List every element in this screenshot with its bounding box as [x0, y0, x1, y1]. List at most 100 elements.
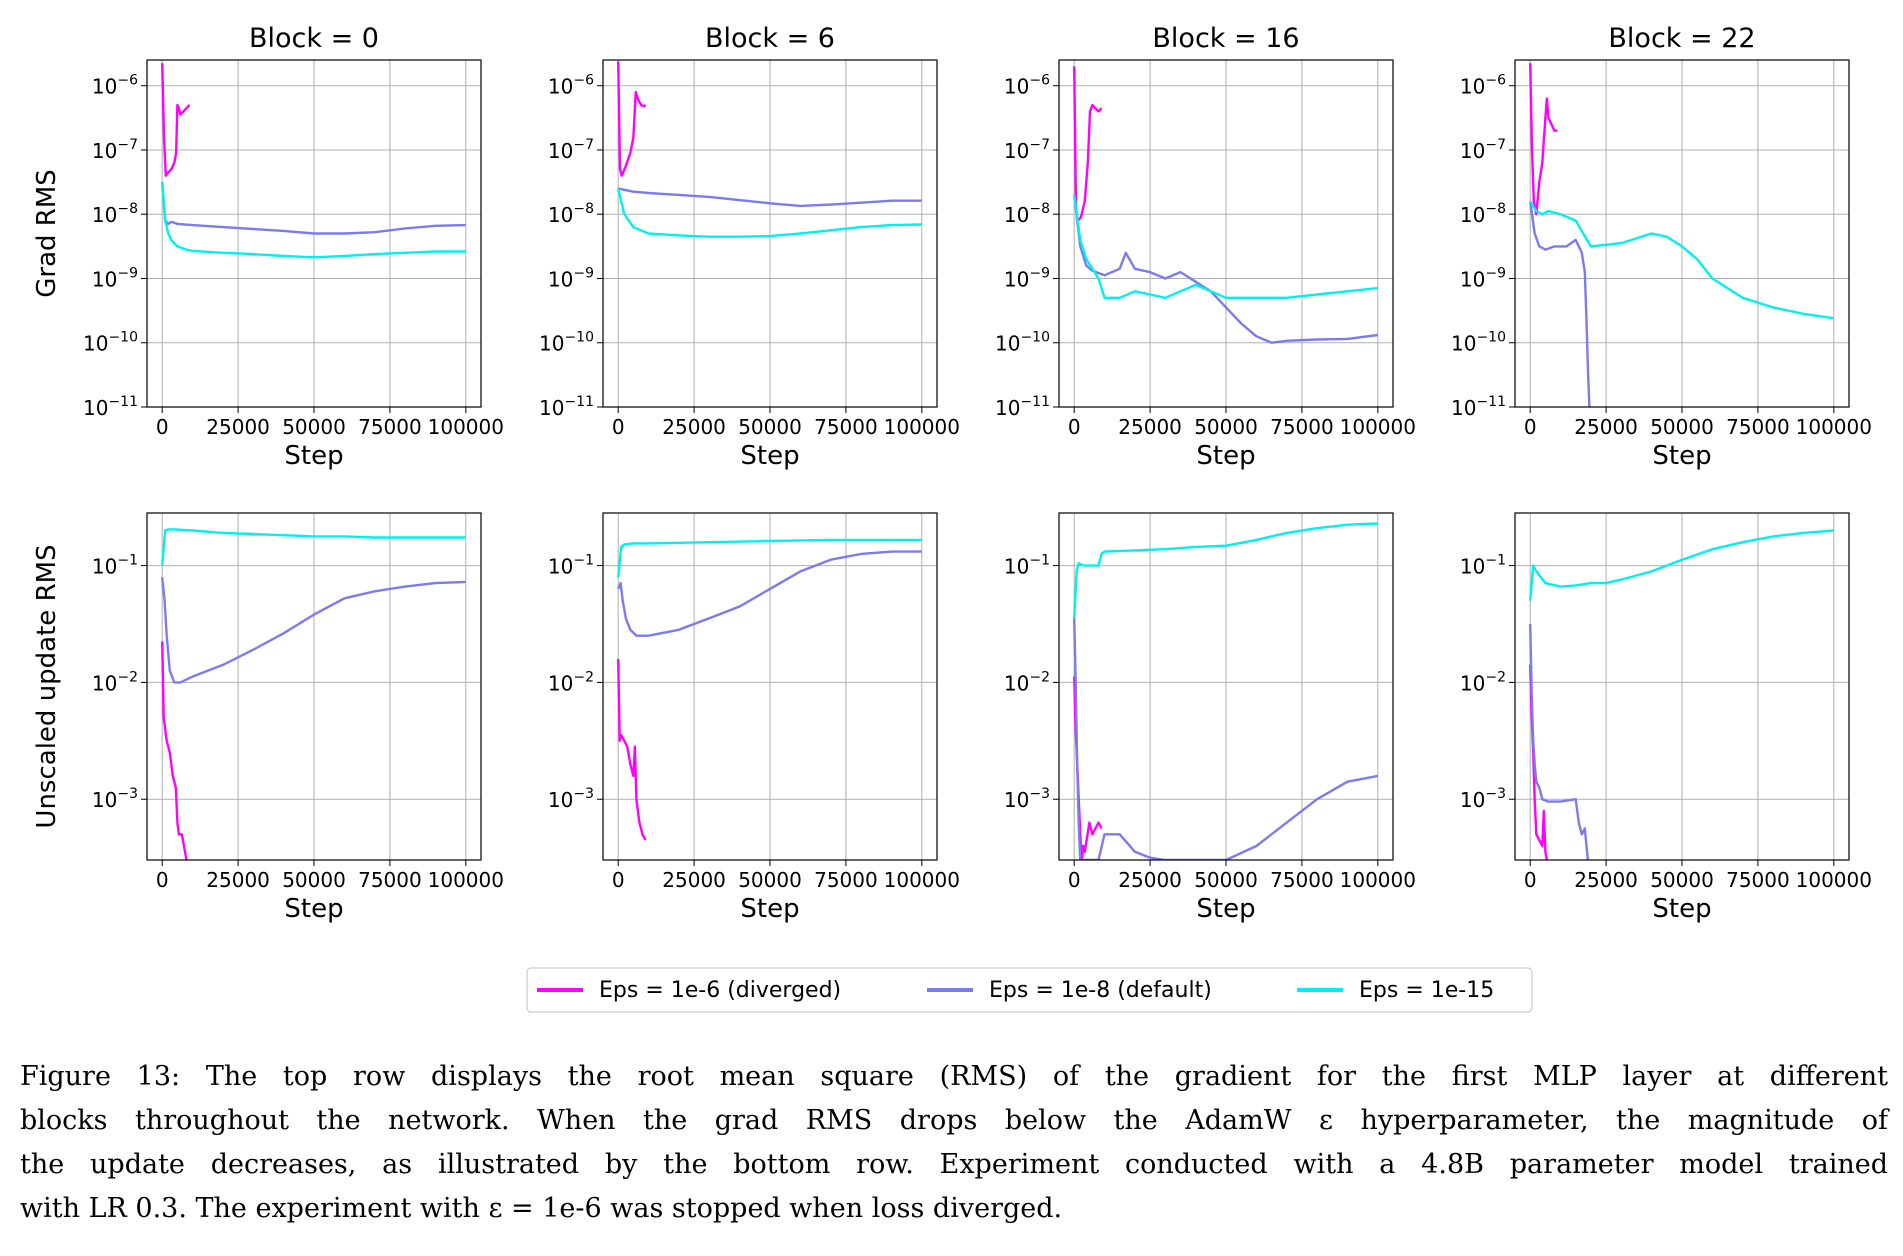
series-line [1073, 194, 1378, 299]
caption-line: Figure 13: The top row displays the root… [20, 1061, 1888, 1092]
y-tick-label: 10−10 [539, 330, 594, 356]
y-tick-label: 10−10 [1451, 330, 1506, 356]
y-tick-label: 10−6 [548, 73, 594, 99]
x-tick-label: 0 [1068, 868, 1081, 892]
y-tick-label: 10−11 [539, 394, 594, 420]
x-tick-label: 0 [1524, 868, 1537, 892]
caption-line: blocks throughout the network. When the … [20, 1105, 1888, 1136]
y-tick-label: 10−11 [995, 394, 1050, 420]
x-tick-label: 75000 [814, 868, 878, 892]
x-tick-label: 75000 [1726, 868, 1790, 892]
series-line [1073, 66, 1103, 222]
x-tick-label: 25000 [662, 415, 726, 439]
legend-box [526, 967, 1533, 1013]
series-line [161, 577, 466, 684]
panel-0-2: 0 25000 50000 75000 100000 Step Block = 16 [1053, 23, 1416, 471]
series-line [1529, 529, 1834, 601]
caption-line: with LR 0.3. The experiment with ε = 1e-… [20, 1193, 1063, 1224]
x-tick-label: 50000 [1194, 415, 1258, 439]
x-tick-label: 50000 [1194, 868, 1258, 892]
x-axis-label: Step [1652, 441, 1711, 471]
series-line [617, 187, 922, 208]
x-tick-label: 100000 [884, 415, 960, 439]
caption-line: the update decreases, as illustrated by … [20, 1149, 1888, 1180]
y-tick-label: 10−6 [92, 73, 138, 99]
x-tick-label: 75000 [358, 868, 422, 892]
series-line [1529, 623, 1590, 860]
x-tick-label: 50000 [282, 415, 346, 439]
x-axis-label: Step [284, 441, 343, 471]
figure-caption: Figure 13: The top row displays the root… [20, 1055, 1888, 1231]
x-tick-label: 25000 [206, 868, 270, 892]
y-tick-label: 10−1 [548, 553, 594, 579]
y-tick-label: 10−10 [83, 330, 138, 356]
x-tick-label: 25000 [1574, 415, 1638, 439]
legend-entry: Eps = 1e-6 (diverged) [599, 978, 841, 1003]
x-tick-label: 0 [1068, 415, 1081, 439]
legend: Eps = 1e-6 (diverged) Eps = 1e-8 (default… [526, 967, 1533, 1013]
column-title: Block = 6 [705, 23, 835, 54]
panel-0-1: 0 25000 50000 75000 100000 Step Block = 6 [597, 23, 960, 471]
series-line [617, 658, 647, 841]
legend-entry: Eps = 1e-8 (default) [989, 978, 1212, 1003]
y-axis-label: Grad RMS [32, 169, 62, 298]
series-line [161, 63, 191, 177]
column-title: Block = 16 [1152, 23, 1299, 54]
y-tick-label: 10−8 [1004, 201, 1050, 227]
y-tick-label: 10−3 [1460, 786, 1506, 812]
x-tick-label: 100000 [428, 415, 504, 439]
y-tick-label: 10−1 [92, 553, 138, 579]
y-tick-label: 10−2 [548, 669, 594, 695]
panel-1-0: 0 25000 50000 75000 100000 Step [141, 512, 504, 924]
x-tick-label: 100000 [1796, 868, 1872, 892]
series-line [1073, 194, 1378, 344]
x-tick-label: 75000 [1726, 415, 1790, 439]
x-tick-label: 100000 [428, 868, 504, 892]
y-tick-label: 10−8 [1460, 201, 1506, 227]
panel-0-3: 0 25000 50000 75000 100000 Step Block = 22 [1509, 23, 1872, 471]
y-tick-label: 10−11 [1451, 394, 1506, 420]
x-tick-label: 75000 [814, 415, 878, 439]
series-line [1529, 201, 1591, 407]
series-line [161, 641, 188, 860]
x-axis-label: Step [1652, 894, 1711, 924]
y-tick-label: 10−6 [1004, 73, 1050, 99]
y-tick-label: 10−9 [1004, 265, 1050, 291]
x-tick-label: 0 [612, 868, 625, 892]
y-tick-label: 10−2 [1460, 669, 1506, 695]
y-tick-label: 10−9 [548, 265, 594, 291]
x-tick-label: 50000 [738, 868, 802, 892]
y-tick-label: 10−7 [1460, 137, 1506, 163]
x-tick-label: 100000 [1340, 415, 1416, 439]
y-tick-label: 10−11 [83, 394, 138, 420]
x-tick-label: 25000 [206, 415, 270, 439]
series-line [617, 550, 922, 637]
y-tick-label: 10−1 [1460, 553, 1506, 579]
panel-1-2: 0 25000 50000 75000 100000 Step [1053, 512, 1416, 924]
x-tick-label: 75000 [358, 415, 422, 439]
x-tick-label: 75000 [1270, 868, 1334, 892]
x-axis-label: Step [284, 894, 343, 924]
y-tick-label: 10−3 [92, 786, 138, 812]
x-tick-label: 100000 [1340, 868, 1416, 892]
y-tick-label: 10−3 [1004, 786, 1050, 812]
series-line [617, 538, 922, 578]
y-tick-label: 10−9 [1460, 265, 1506, 291]
x-tick-label: 100000 [884, 868, 960, 892]
series-line [1073, 618, 1379, 860]
x-tick-label: 25000 [1574, 868, 1638, 892]
x-tick-label: 50000 [1650, 868, 1714, 892]
x-axis-label: Step [1196, 441, 1255, 471]
series-line [161, 528, 466, 566]
x-axis-label: Step [740, 894, 799, 924]
x-tick-label: 25000 [662, 868, 726, 892]
y-tick-label: 10−2 [92, 669, 138, 695]
y-tick-label: 10−3 [548, 786, 594, 812]
x-tick-label: 0 [156, 868, 169, 892]
x-tick-label: 100000 [1796, 415, 1872, 439]
legend-entry: Eps = 1e-15 [1359, 978, 1494, 1003]
x-tick-label: 0 [612, 415, 625, 439]
series-line [617, 188, 922, 238]
series-line [1073, 522, 1378, 619]
